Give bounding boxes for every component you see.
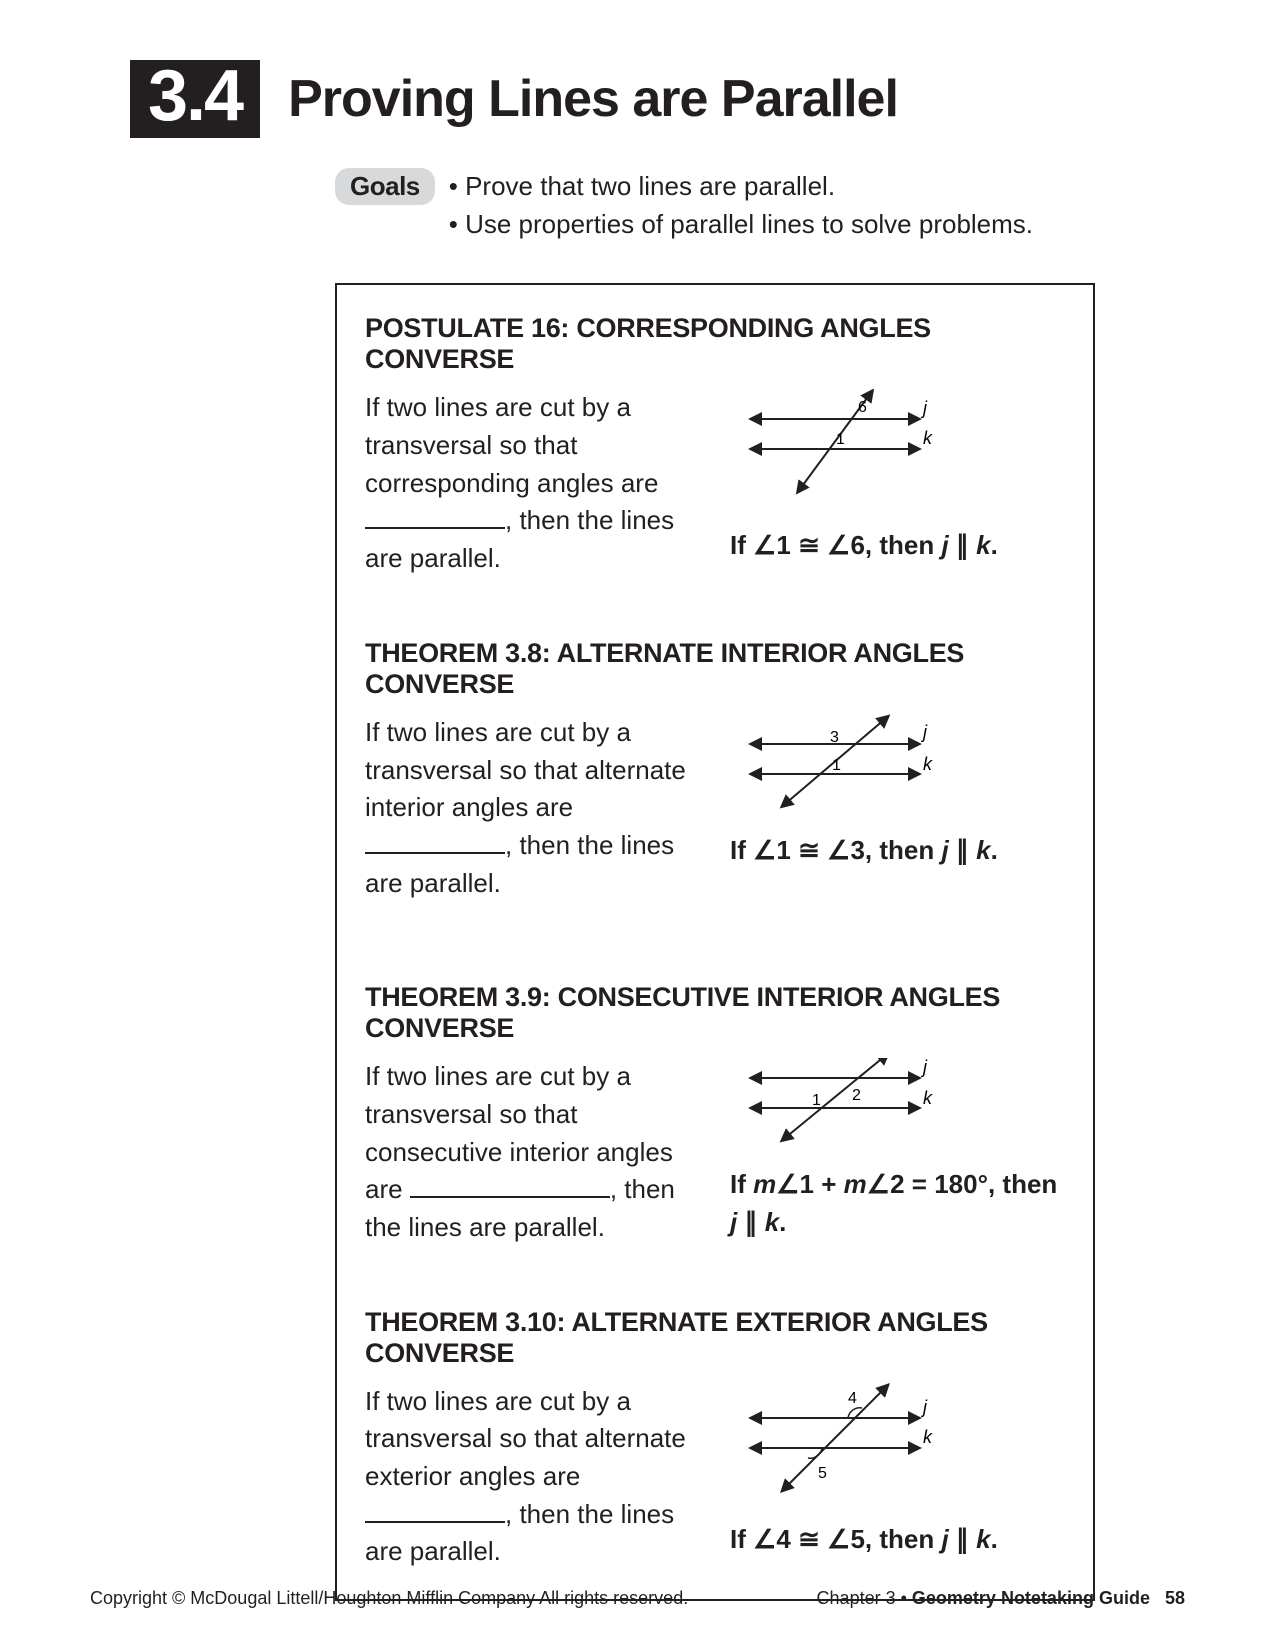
diagram-alt-exterior: 4 5 j k xyxy=(730,1383,950,1503)
text-pre: If two lines are cut by a transversal so… xyxy=(365,392,658,497)
theorem-title: THEOREM 3.10: ALTERNATE EXTERIOR ANGLES … xyxy=(365,1307,1065,1369)
chapter-label: Chapter 3 • xyxy=(817,1588,912,1608)
condition: If ∠4 ≅ ∠5, then j ∥ k. xyxy=(730,1521,1065,1559)
theorem-text: If two lines are cut by a transversal so… xyxy=(365,714,710,902)
theorem-body: If two lines are cut by a transversal so… xyxy=(365,1058,1065,1246)
goals-badge: Goals xyxy=(335,168,435,205)
diagram-col: 4 5 j k If ∠4 ≅ ∠5, then j ∥ k. xyxy=(730,1383,1065,1571)
guide-label: Geometry Notetaking Guide xyxy=(912,1588,1150,1608)
page: 3.4 Proving Lines are Parallel Goals • P… xyxy=(0,0,1275,1651)
fill-blank xyxy=(365,527,505,529)
svg-text:1: 1 xyxy=(832,757,841,774)
text-post: , then the lines are parallel. xyxy=(365,1499,674,1567)
diagram-col: 1 2 j k If m∠1 + m∠2 = 180°, then j ∥ k. xyxy=(730,1058,1065,1246)
footer: Copyright © McDougal Littell/Houghton Mi… xyxy=(90,1588,1185,1609)
goal-item: • Use properties of parallel lines to so… xyxy=(449,206,1033,244)
diagram-col: 3 1 j k If ∠1 ≅ ∠3, then j ∥ k. xyxy=(730,714,1065,902)
svg-text:j: j xyxy=(920,1397,928,1417)
header: 3.4 Proving Lines are Parallel xyxy=(130,60,1185,138)
condition: If ∠1 ≅ ∠6, then j ∥ k. xyxy=(730,527,1065,565)
diagram-consecutive: 1 2 j k xyxy=(730,1058,950,1148)
goal-text: Prove that two lines are parallel. xyxy=(465,171,835,201)
fill-blank xyxy=(410,1196,610,1198)
footer-right: Chapter 3 • Geometry Notetaking Guide 58 xyxy=(817,1588,1185,1609)
text-post: , then the lines are parallel. xyxy=(365,505,674,573)
svg-text:j: j xyxy=(920,1058,928,1077)
svg-text:2: 2 xyxy=(852,1087,861,1104)
theorem-title: THEOREM 3.8: ALTERNATE INTERIOR ANGLES C… xyxy=(365,638,1065,700)
theorem-body: If two lines are cut by a transversal so… xyxy=(365,714,1065,902)
svg-text:3: 3 xyxy=(830,729,839,746)
text-pre: If two lines are cut by a transversal so… xyxy=(365,1386,686,1491)
text-post: , then the lines are parallel. xyxy=(365,830,674,898)
diagram-col: 6 1 j k If ∠1 ≅ ∠6, then j ∥ k. xyxy=(730,389,1065,577)
condition: If m∠1 + m∠2 = 180°, then j ∥ k. xyxy=(730,1166,1065,1241)
diagram-alt-interior: 3 1 j k xyxy=(730,714,950,814)
copyright: Copyright © McDougal Littell/Houghton Mi… xyxy=(90,1588,688,1609)
svg-text:k: k xyxy=(923,1088,933,1108)
svg-text:j: j xyxy=(920,722,928,742)
svg-text:k: k xyxy=(923,1427,933,1447)
theorem-body: If two lines are cut by a transversal so… xyxy=(365,389,1065,577)
theorem-body: If two lines are cut by a transversal so… xyxy=(365,1383,1065,1571)
fill-blank xyxy=(365,852,505,854)
svg-text:k: k xyxy=(923,428,933,448)
goals-row: Goals • Prove that two lines are paralle… xyxy=(335,168,1185,243)
content-box: POSTULATE 16: CORRESPONDING ANGLES CONVE… xyxy=(335,283,1095,1601)
page-number: 58 xyxy=(1165,1588,1185,1608)
text-post: , then the lines are parallel. xyxy=(365,1174,675,1242)
theorem-text: If two lines are cut by a transversal so… xyxy=(365,1058,710,1246)
section-number: 3.4 xyxy=(130,60,260,138)
theorem-title: POSTULATE 16: CORRESPONDING ANGLES CONVE… xyxy=(365,313,1065,375)
svg-text:4: 4 xyxy=(848,1390,857,1407)
goals-list: • Prove that two lines are parallel. • U… xyxy=(449,168,1033,243)
text-pre: If two lines are cut by a transversal so… xyxy=(365,717,686,822)
svg-text:5: 5 xyxy=(818,1465,827,1482)
goal-item: • Prove that two lines are parallel. xyxy=(449,168,1033,206)
diagram-corresponding: 6 1 j k xyxy=(730,389,950,509)
fill-blank xyxy=(365,1521,505,1523)
condition: If ∠1 ≅ ∠3, then j ∥ k. xyxy=(730,832,1065,870)
svg-text:k: k xyxy=(923,754,933,774)
svg-text:1: 1 xyxy=(812,1092,821,1109)
theorem-text: If two lines are cut by a transversal so… xyxy=(365,1383,710,1571)
theorem-text: If two lines are cut by a transversal so… xyxy=(365,389,710,577)
svg-text:j: j xyxy=(920,398,928,418)
svg-text:1: 1 xyxy=(836,431,845,448)
svg-text:6: 6 xyxy=(858,399,867,416)
goal-text: Use properties of parallel lines to solv… xyxy=(465,209,1033,239)
section-title: Proving Lines are Parallel xyxy=(288,69,898,129)
theorem-title: THEOREM 3.9: CONSECUTIVE INTERIOR ANGLES… xyxy=(365,982,1065,1044)
